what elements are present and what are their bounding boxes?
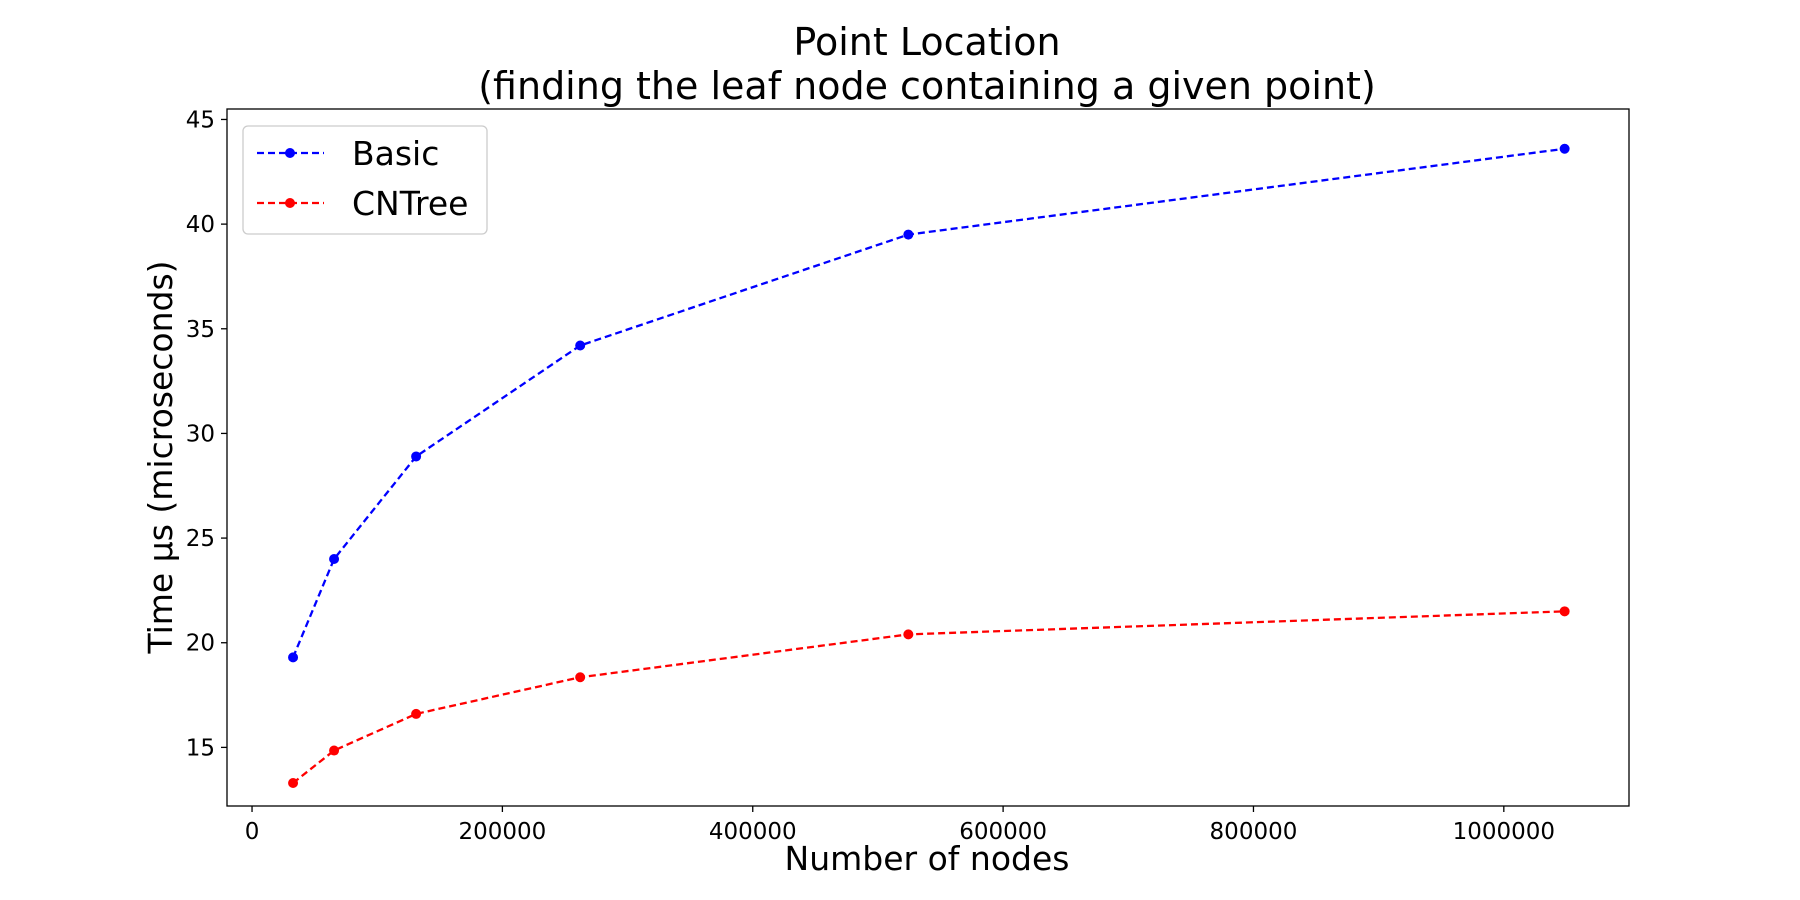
legend-swatch-marker-cntree: [285, 198, 295, 208]
legend-swatch-marker-basic: [285, 148, 295, 158]
data-point-cntree: [329, 745, 340, 756]
y-tick-label: 15: [186, 735, 215, 761]
series-layer: [288, 143, 1570, 788]
x-axis-ticks: 0 200000 400000 600000 800000 1000000: [245, 806, 1555, 845]
data-point-cntree: [411, 708, 422, 719]
legend-label-basic: Basic: [352, 134, 439, 173]
plot-frame: [226, 108, 1630, 807]
data-point-basic: [903, 229, 914, 240]
x-tick-label: 400000: [709, 819, 797, 845]
series-basic: [288, 143, 1570, 663]
y-axis-ticks: 15 20 25 30 35 40 45: [186, 107, 227, 761]
y-tick-label: 30: [186, 421, 215, 447]
y-tick-label: 20: [186, 631, 215, 657]
x-axis-label: Number of nodes: [785, 839, 1070, 878]
legend: Basic CNTree: [242, 125, 488, 235]
y-tick-label: 25: [186, 526, 215, 552]
series-cntree: [288, 606, 1570, 788]
x-tick-label: 1000000: [1453, 819, 1555, 845]
legend-items: Basic CNTree: [257, 134, 468, 223]
x-tick-label: 200000: [458, 819, 546, 845]
x-tick-label: 800000: [1210, 819, 1298, 845]
series-line-cntree: [292, 610, 1565, 784]
data-point-basic: [329, 554, 340, 565]
x-tick-label: 0: [245, 819, 260, 845]
data-point-basic: [288, 652, 299, 663]
data-point-cntree: [903, 629, 914, 640]
y-tick-label: 45: [186, 107, 215, 133]
y-tick-label: 40: [186, 212, 215, 238]
y-axis-label: Time µs (microseconds): [141, 260, 180, 654]
data-point-basic: [411, 451, 422, 462]
y-tick-label: 35: [186, 317, 215, 343]
chart-title: Point Location: [793, 20, 1060, 64]
data-point-basic: [575, 340, 586, 351]
x-tick-label: 600000: [959, 819, 1047, 845]
data-point-cntree: [288, 777, 299, 788]
data-point-cntree: [575, 672, 586, 683]
data-point-cntree: [1559, 606, 1570, 617]
series-line-basic: [291, 147, 1565, 658]
data-point-basic: [1559, 143, 1570, 154]
legend-label-cntree: CNTree: [352, 184, 468, 223]
chart-subtitle: (finding the leaf node containing a give…: [478, 64, 1376, 108]
